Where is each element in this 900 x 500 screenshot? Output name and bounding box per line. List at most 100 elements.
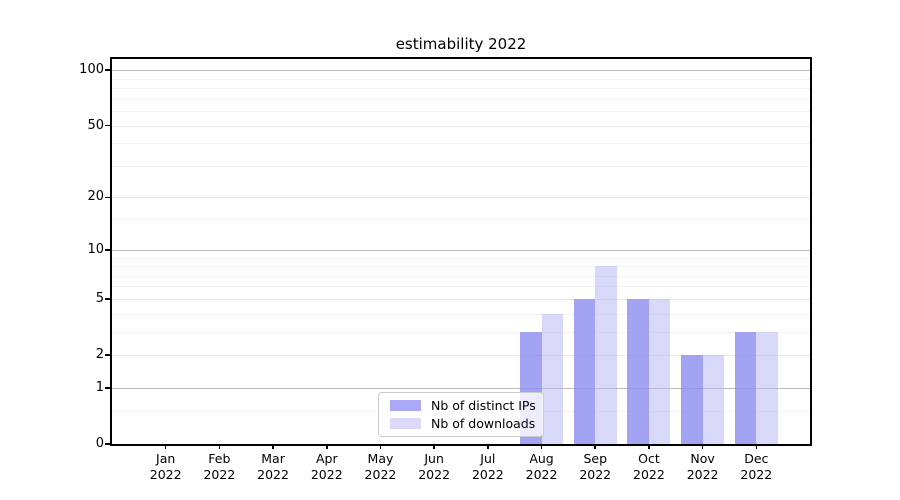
- y-tick-label: 50: [87, 117, 104, 133]
- y-tick-mark: [105, 298, 110, 300]
- x-tick-year: 2022: [257, 467, 289, 482]
- y-tick-label: 20: [87, 189, 104, 205]
- x-tick-month: Feb: [208, 451, 231, 466]
- x-tick-label: Mar 2022: [241, 451, 305, 483]
- x-tick-mark: [594, 444, 597, 449]
- bar-nb-of-downloads-dec: [756, 331, 778, 444]
- gridline-major: [112, 249, 810, 251]
- gridline-minor: [112, 98, 810, 100]
- x-tick-mark: [164, 444, 167, 449]
- gridline-major: [112, 70, 810, 72]
- gridline-minor: [112, 266, 810, 268]
- x-tick-year: 2022: [203, 467, 236, 482]
- x-tick-month: May: [367, 451, 394, 466]
- gridline-minor: [112, 286, 810, 288]
- x-tick-label: Aug 2022: [510, 451, 574, 483]
- x-tick-mark: [755, 444, 758, 449]
- x-tick-mark: [272, 444, 274, 449]
- x-tick-month: Jan: [156, 451, 176, 466]
- y-tick-mark: [105, 124, 110, 127]
- y-tick-label: 10: [87, 241, 104, 257]
- x-tick-year: 2022: [471, 467, 504, 482]
- x-tick-month: Nov: [690, 451, 715, 466]
- x-tick-label: May 2022: [348, 451, 412, 483]
- x-tick-year: 2022: [633, 467, 665, 482]
- x-tick-label: Jan 2022: [134, 451, 198, 483]
- x-tick-year: 2022: [418, 467, 451, 482]
- x-tick-label: Sep 2022: [563, 451, 627, 483]
- x-tick-label: Feb 2022: [187, 451, 251, 483]
- x-tick-label: Jun 2022: [402, 451, 466, 483]
- x-tick-year: 2022: [740, 467, 773, 482]
- y-tick-mark: [105, 354, 110, 356]
- x-tick-month: Mar: [261, 451, 285, 466]
- x-tick-label: Dec 2022: [724, 451, 788, 483]
- x-tick-month: Oct: [638, 451, 660, 466]
- x-tick-mark: [701, 444, 704, 449]
- bar-nb-of-downloads-oct: [648, 298, 671, 444]
- gridline-minor: [112, 88, 810, 90]
- gridline-mid: [112, 355, 810, 357]
- gridline-mid: [112, 298, 810, 300]
- gridline-mid: [112, 125, 810, 127]
- legend-swatch: [390, 417, 421, 429]
- gridline-minor: [112, 313, 810, 315]
- bar-nb-of-distinct-ips-nov: [681, 355, 703, 444]
- chart-title: estimability 2022: [395, 35, 527, 53]
- x-tick-year: 2022: [579, 467, 612, 482]
- legend-row: Nb of distinct IPs: [387, 398, 536, 414]
- y-tick-label: 2: [95, 347, 104, 363]
- x-tick-mark: [540, 444, 543, 449]
- x-tick-label: Oct 2022: [617, 451, 681, 483]
- gridline-minor: [112, 331, 810, 333]
- y-tick-mark: [105, 387, 110, 389]
- x-tick-month: Dec: [744, 451, 769, 466]
- x-tick-year: 2022: [364, 467, 397, 482]
- y-tick-mark: [105, 443, 110, 445]
- x-tick-year: 2022: [149, 467, 182, 482]
- x-tick-label: Jul 2022: [456, 451, 520, 483]
- x-tick-year: 2022: [310, 467, 343, 482]
- x-tick-mark: [487, 444, 489, 449]
- x-tick-mark: [379, 444, 382, 449]
- x-tick-year: 2022: [686, 467, 719, 482]
- gridline-mid: [112, 197, 810, 199]
- legend-label: Nb of downloads: [431, 415, 536, 431]
- x-tick-label: Apr 2022: [295, 451, 359, 483]
- x-tick-label: Nov 2022: [671, 451, 735, 483]
- x-tick-mark: [325, 444, 328, 449]
- legend-label: Nb of distinct IPs: [431, 398, 536, 414]
- x-tick-mark: [218, 444, 221, 449]
- x-tick-mark: [433, 444, 435, 449]
- y-tick-label: 1: [95, 379, 104, 395]
- bar-nb-of-downloads-aug: [541, 313, 563, 444]
- bar-nb-of-downloads-nov: [702, 355, 725, 444]
- legend-row: Nb of downloads: [387, 416, 535, 431]
- x-tick-month: Aug: [529, 451, 554, 466]
- gridline-minor: [112, 78, 810, 80]
- y-tick-mark: [105, 196, 110, 199]
- y-tick-label: 0: [95, 436, 104, 451]
- gridline-minor: [112, 219, 810, 221]
- x-tick-month: Apr: [315, 451, 338, 466]
- bar-nb-of-distinct-ips-oct: [627, 298, 649, 444]
- x-tick-mark: [648, 444, 650, 449]
- x-tick-month: Sep: [583, 451, 607, 466]
- y-tick-label: 5: [95, 290, 104, 306]
- gridline-minor: [112, 165, 810, 167]
- x-tick-month: Jul: [480, 451, 496, 466]
- x-tick-year: 2022: [525, 467, 558, 482]
- gridline-major: [112, 387, 810, 389]
- plot-area: [110, 57, 812, 446]
- x-tick-month: Jun: [424, 451, 444, 466]
- gridline-minor: [112, 143, 810, 145]
- y-tick-label: 100: [79, 62, 104, 78]
- bar-nb-of-distinct-ips-sep: [573, 298, 596, 444]
- legend-swatch: [390, 400, 421, 412]
- legend: Nb of distinct IPs Nb of downloads: [378, 392, 544, 437]
- gridline-minor: [112, 257, 810, 259]
- bar-nb-of-downloads-sep: [595, 266, 617, 444]
- y-tick-mark: [105, 69, 110, 71]
- bar-nb-of-distinct-ips-dec: [734, 331, 757, 444]
